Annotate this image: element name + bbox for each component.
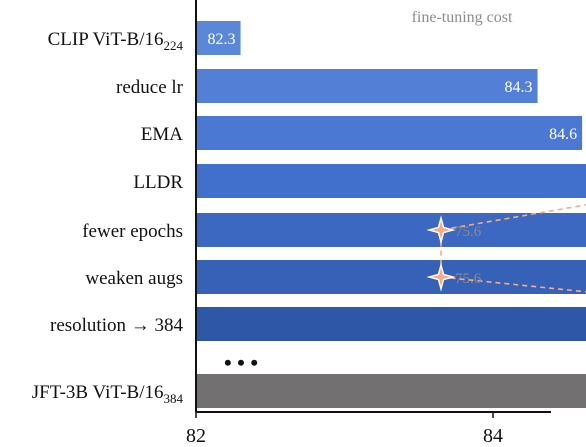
bar-5 [196, 260, 586, 294]
bar-6 [196, 307, 586, 341]
category-label-5: weaken augs [85, 268, 183, 289]
bar-value-label-2: 84.6 [549, 126, 577, 143]
cost-marker-5 [426, 262, 456, 292]
category-label-2: EMA [141, 124, 184, 145]
bar-value-label-1: 84.3 [505, 79, 533, 96]
category-label-0: CLIP ViT-B/16224 [48, 29, 184, 53]
cost-value-label-4: 75.6 [455, 224, 482, 240]
category-label-4: fewer epochs [82, 221, 183, 242]
bar-1 [196, 69, 538, 103]
x-tick-label-1: 84 [483, 425, 503, 447]
bars-layer [196, 21, 586, 408]
category-label-7: JFT-3B ViT-B/16384 [32, 382, 184, 406]
axis-layer: 828486 [186, 0, 551, 447]
x-tick-label-0: 82 [186, 425, 206, 447]
cost-marker-4 [426, 215, 456, 245]
bar-4 [196, 213, 586, 247]
separator-ellipsis: • • • [224, 350, 258, 375]
cost-series-title: fine-tuning cost [412, 9, 513, 26]
category-label-3: LLDR [133, 172, 183, 193]
bar-2 [196, 116, 583, 150]
cost-marker-layer [426, 215, 456, 292]
category-label-6: resolution → 384 [50, 315, 183, 336]
bar-0 [196, 21, 241, 55]
labels-layer: 82.3 CLIP ViT-B/16224 84.3 reduce lr 84.6 EMA… [32, 9, 577, 406]
bar-value-label-0: 82.3 [208, 31, 236, 48]
cost-value-label-5: 75.6 [455, 271, 482, 287]
bar-7 [196, 374, 586, 408]
category-label-1: reduce lr [116, 77, 184, 98]
bar-3 [196, 164, 586, 198]
